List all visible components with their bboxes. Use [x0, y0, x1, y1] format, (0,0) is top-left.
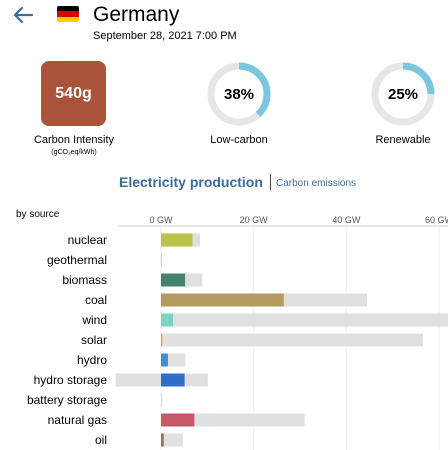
- germany-flag-icon: [57, 6, 79, 22]
- production-bar: [161, 253, 162, 267]
- production-bar: [161, 353, 168, 367]
- zone-name: Germany: [93, 3, 180, 26]
- capacity-bar: [161, 313, 448, 327]
- datetime: September 28, 2021 7:00 PM: [93, 30, 237, 42]
- category-label: biomass: [62, 273, 107, 287]
- category-label: geothermal: [47, 253, 107, 267]
- category-label: hydro storage: [34, 373, 108, 387]
- x-tick-label: 60 GW: [425, 215, 448, 225]
- back-arrow-icon[interactable]: [12, 4, 34, 26]
- production-bar: [161, 313, 174, 327]
- category-label: coal: [85, 293, 107, 307]
- production-bar: [161, 273, 186, 287]
- x-tick-label: 40 GW: [332, 215, 361, 225]
- renewable-percent: 25%: [387, 85, 419, 103]
- production-bar: [161, 373, 185, 387]
- production-bar: [161, 293, 284, 307]
- capacity-bar: [161, 413, 305, 427]
- carbon-intensity-value: 540g: [55, 84, 92, 102]
- x-tick-label: 20 GW: [240, 215, 269, 225]
- zone-header: Germany September 28, 2021 7:00 PM: [0, 0, 448, 50]
- category-label: oil: [95, 433, 107, 447]
- tab-carbon-emissions[interactable]: Carbon emissions: [276, 178, 357, 189]
- capacity-bar: [161, 333, 423, 347]
- capacity-bar: [161, 393, 163, 407]
- production-bar: [161, 433, 164, 447]
- renewable-gauge: 25%: [371, 62, 435, 126]
- carbon-intensity-badge: 540g: [41, 61, 106, 126]
- category-label: battery storage: [27, 393, 107, 407]
- production-bar: [161, 233, 193, 247]
- by-source-label: by source: [16, 209, 60, 220]
- low-carbon-gauge: 38%: [207, 62, 271, 126]
- chart-tabs: Electricity production Carbon emissions: [0, 172, 448, 194]
- category-label: wind: [81, 313, 107, 327]
- capacity-bar: [161, 433, 183, 447]
- tab-electricity-production[interactable]: Electricity production: [119, 174, 263, 190]
- x-tick-label: 0 GW: [149, 215, 173, 225]
- category-label: hydro: [77, 353, 107, 367]
- production-bar: [161, 333, 163, 347]
- category-label: solar: [81, 333, 107, 347]
- tab-divider: [270, 174, 271, 190]
- production-bar: [161, 413, 195, 427]
- carbon-intensity-label: Carbon Intensity: [33, 134, 115, 146]
- renewable-label: Renewable: [375, 134, 431, 146]
- low-carbon-percent: 38%: [223, 85, 255, 103]
- category-label: nuclear: [68, 233, 107, 247]
- category-label: natural gas: [48, 413, 107, 427]
- production-bar-chart: 0 GW 20 GW 40 GW 60 GW nuclear geothermal biom…: [27, 215, 448, 450]
- low-carbon-label: Low-carbon: [210, 134, 268, 146]
- carbon-intensity-unit: (gCO₂eq/kWh): [51, 149, 97, 156]
